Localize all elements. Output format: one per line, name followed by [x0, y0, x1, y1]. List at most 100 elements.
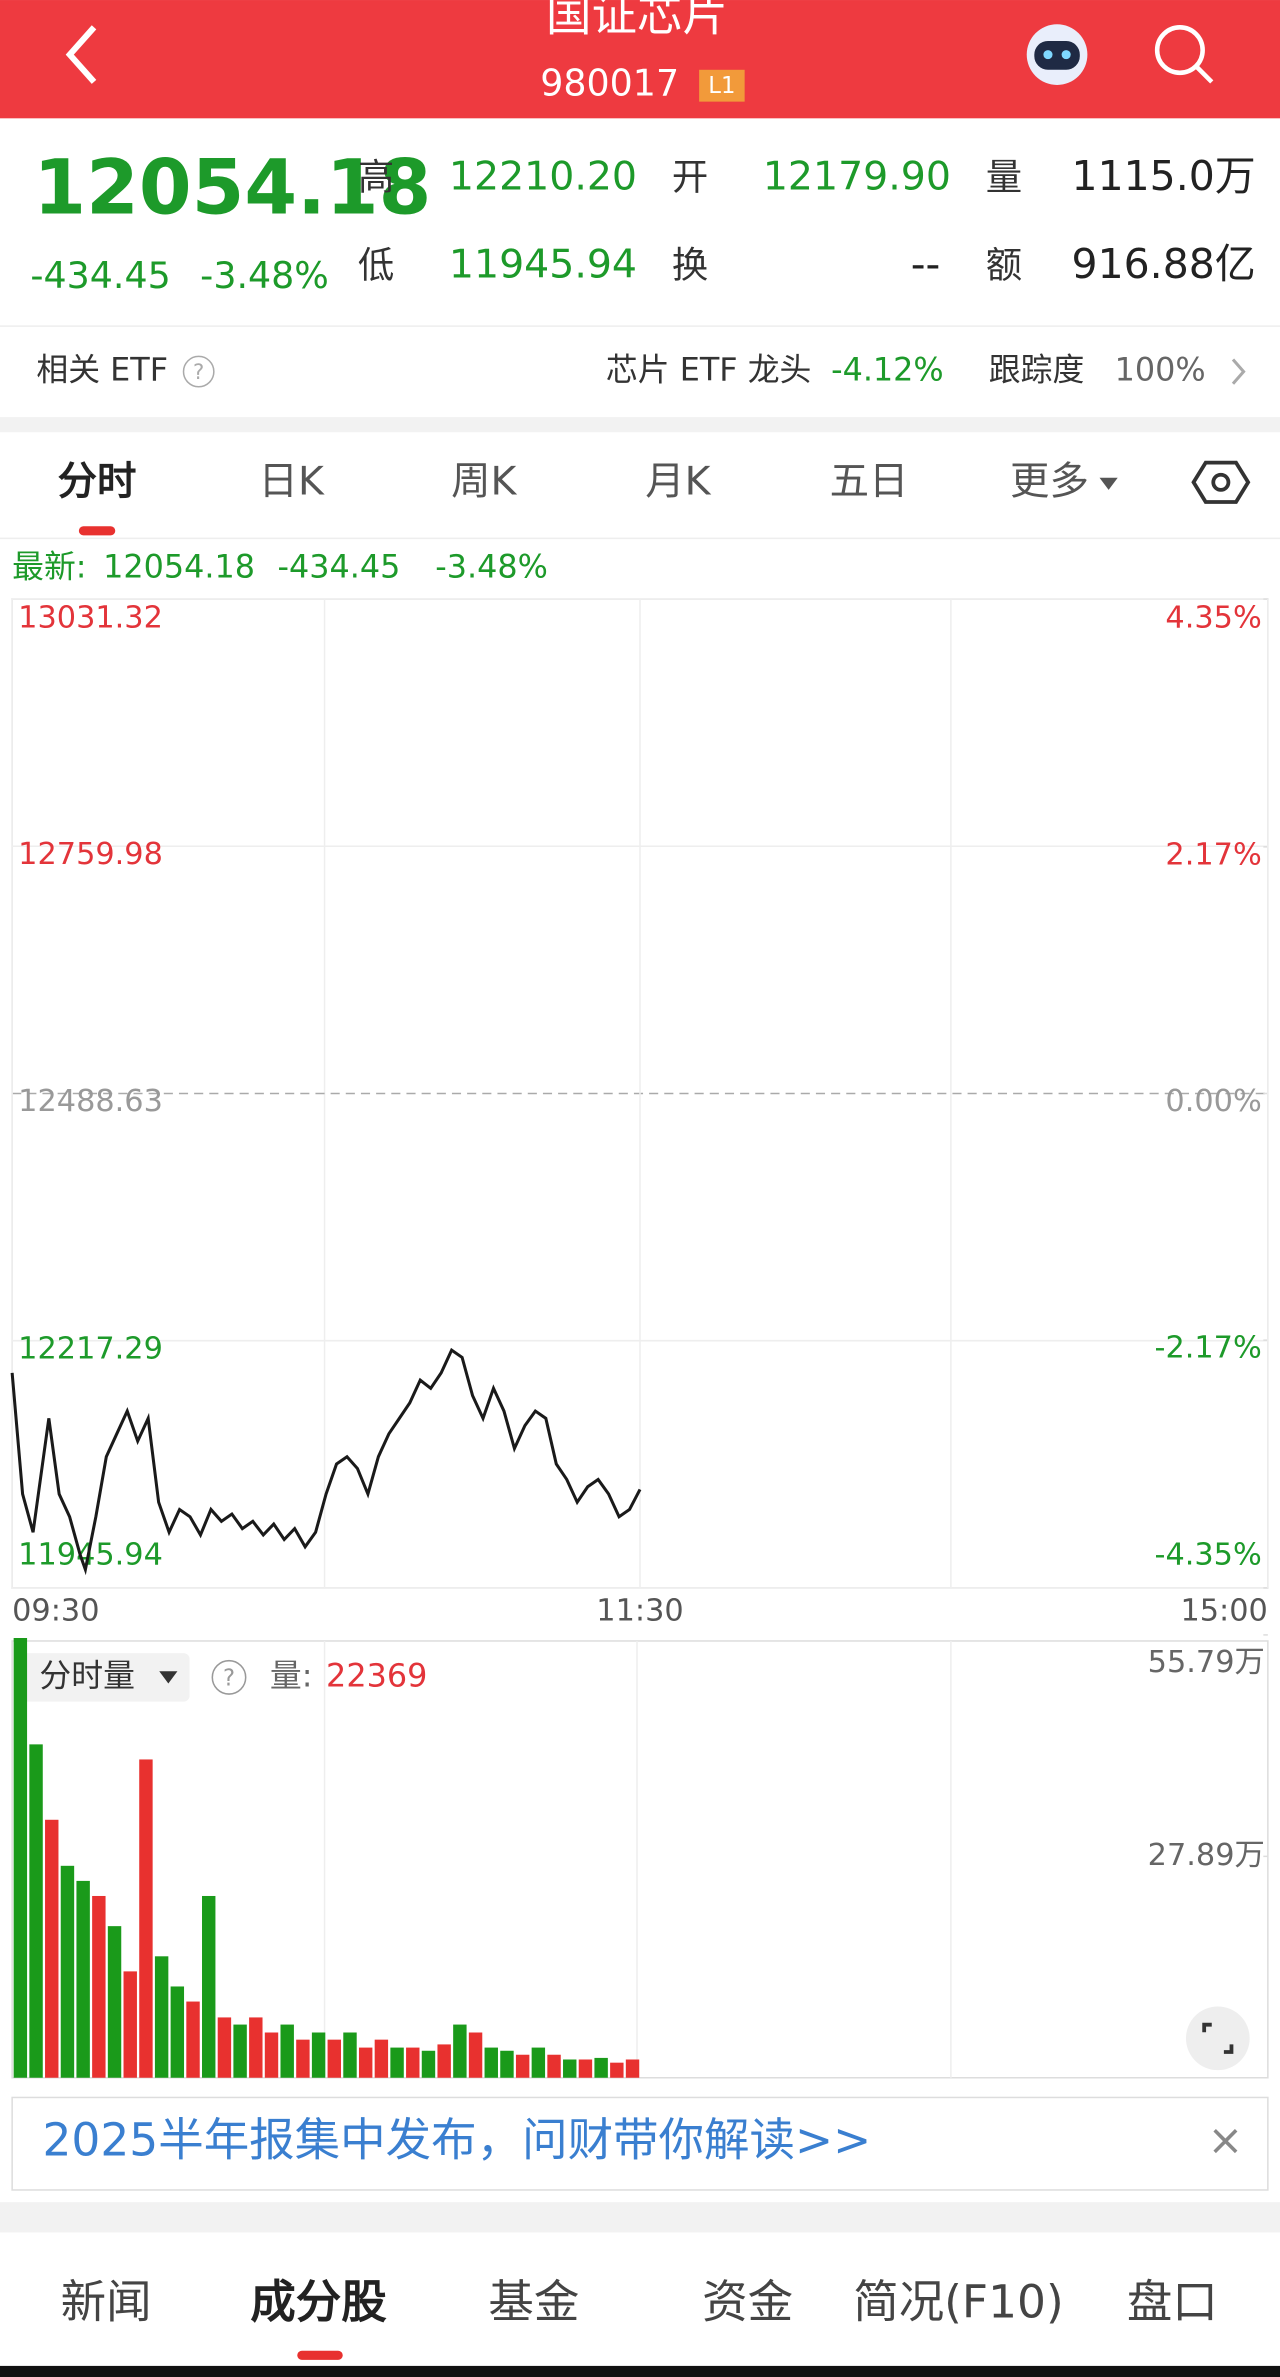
tab[interactable]: 日K — [259, 458, 325, 504]
volume-bar — [45, 1819, 59, 2078]
volume-frame — [11, 1640, 1269, 2079]
search-icon[interactable] — [1154, 25, 1214, 84]
volume-bar — [202, 1895, 216, 2078]
tab[interactable]: 月K — [645, 458, 711, 504]
volume-bar — [374, 2039, 389, 2078]
volume-bar — [563, 2059, 577, 2078]
x-tick-label: 11:30 — [596, 1594, 683, 1629]
y-tick-label: 12759.98 — [18, 837, 163, 872]
band — [0, 2202, 1280, 2233]
volume-bar — [421, 2050, 436, 2078]
volume-bar — [515, 2054, 530, 2078]
x-tick-label: 15:00 — [1180, 1594, 1267, 1629]
tab[interactable]: 更多 — [1010, 458, 1089, 504]
field-value: -- — [911, 240, 941, 288]
volume-bar — [484, 2047, 498, 2078]
volume-bar — [610, 2062, 624, 2078]
tab[interactable]: 周K — [451, 458, 517, 504]
badge: L1 — [708, 73, 735, 99]
volume-bar — [92, 1895, 106, 2078]
volume-bar — [594, 2057, 608, 2078]
field-label: 量 — [986, 155, 1022, 198]
tab[interactable]: 分时 — [58, 458, 137, 504]
field-label: 开 — [672, 155, 708, 198]
settings-icon[interactable] — [1191, 460, 1251, 504]
more-arrow — [1099, 477, 1118, 490]
volume-bar — [311, 2032, 326, 2078]
expand-button[interactable] — [1185, 2006, 1250, 2071]
tab[interactable]: 五日 — [830, 458, 909, 504]
etf-change: -4.12% — [831, 351, 944, 389]
banner-text[interactable]: 2025半年报集中发布，问财带你解读>> — [42, 2113, 871, 2166]
y-tick-label: 55.79万 — [1148, 1645, 1265, 1680]
chevron[interactable] — [1231, 358, 1246, 385]
tab-underline — [297, 2350, 343, 2360]
tracking: 100% — [1115, 351, 1206, 389]
y2-tick-label: 4.35% — [1165, 600, 1261, 635]
volume-bar — [233, 2024, 247, 2078]
y2-tick-label: 2.17% — [1165, 837, 1261, 872]
help-icon[interactable] — [182, 355, 215, 388]
latest-change: -434.45 — [278, 548, 401, 586]
volume-bar — [123, 1971, 137, 2078]
badge-bg — [699, 69, 745, 102]
help-icon[interactable] — [211, 1659, 247, 1695]
volume-bar — [107, 1926, 122, 2078]
selector[interactable]: 分时量 — [39, 1656, 135, 1694]
volume-bar — [186, 2001, 200, 2078]
volume-bar — [625, 2059, 640, 2078]
volume-bar — [358, 2047, 373, 2078]
volume-bar — [13, 1638, 28, 2078]
bottom-tab[interactable]: 基金 — [488, 2276, 579, 2329]
volume-bar — [453, 2024, 467, 2078]
band — [0, 417, 1280, 433]
field-label: 高 — [358, 155, 394, 198]
bottom-tab[interactable]: 简况(F10) — [853, 2276, 1064, 2329]
price-line — [10, 1347, 642, 1576]
bottom-tab[interactable]: 新闻 — [61, 2276, 152, 2329]
volume-bar — [390, 2047, 404, 2078]
price: 12054.18 — [33, 144, 431, 232]
volume-bar — [170, 1986, 185, 2078]
volume-bar — [547, 2054, 561, 2078]
y-tick-label: 13031.32 — [18, 600, 163, 635]
field-label: 额 — [986, 243, 1022, 286]
dropdown-arrow — [159, 1671, 178, 1684]
back-button[interactable] — [65, 25, 97, 84]
volume-bar — [154, 1956, 169, 2078]
field-label: 低 — [358, 243, 394, 286]
etf-name[interactable]: 芯片 ETF 龙头 — [606, 351, 811, 389]
banner-close[interactable]: × — [1208, 2116, 1244, 2165]
bottom-tab[interactable]: 成分股 — [250, 2276, 387, 2329]
assistant-icon[interactable] — [1026, 24, 1088, 85]
volume-bar — [217, 2017, 232, 2078]
field-label: 换 — [672, 243, 708, 286]
y2-tick-label: -2.17% — [1155, 1331, 1262, 1366]
latest-price: 12054.18 — [103, 548, 255, 586]
y-tick-label: 12217.29 — [18, 1331, 163, 1366]
y2-tick-label: -4.35% — [1155, 1538, 1262, 1573]
selector-bg[interactable] — [21, 1653, 190, 1702]
banner[interactable] — [11, 2096, 1269, 2191]
expand-icon — [1202, 2022, 1234, 2054]
field-value: 1115.0万 — [1072, 152, 1256, 200]
volume-bar — [327, 2039, 342, 2078]
volume-bar — [60, 1865, 75, 2078]
latest-pct: -3.48% — [435, 548, 548, 586]
volume-bar — [29, 1744, 43, 2078]
y-tick-label: 27.89万 — [1148, 1838, 1265, 1873]
volume-bar — [578, 2059, 593, 2078]
field-value: 916.88亿 — [1072, 240, 1256, 288]
bottom-tab[interactable]: 盘口 — [1127, 2276, 1218, 2329]
latest-label: 最新: — [12, 548, 86, 586]
code: 980017 — [540, 61, 679, 104]
volume-bar — [500, 2050, 514, 2078]
volume-bar — [280, 2024, 294, 2078]
field-value: 11945.94 — [449, 241, 637, 287]
y2-tick-label: 0.00% — [1165, 1084, 1261, 1119]
volume-bar — [531, 2047, 546, 2078]
bottom-tab[interactable]: 资金 — [702, 2276, 793, 2329]
home-bar — [0, 2365, 1280, 2377]
